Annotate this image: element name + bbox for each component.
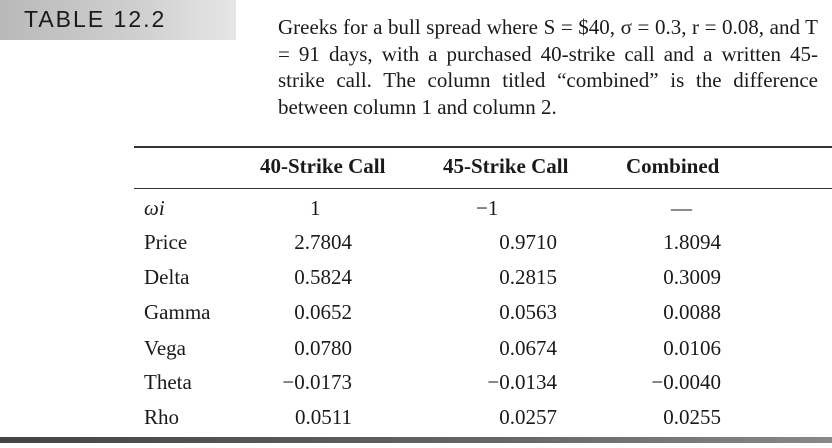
cell-combined: −0.0040 xyxy=(651,370,721,394)
cell-weight-combined: — xyxy=(671,196,692,220)
cell-combined: 1.8094 xyxy=(663,230,721,254)
cell-45-strike: 0.0257 xyxy=(499,405,557,429)
row-label: Delta xyxy=(144,265,190,289)
cell-combined: 0.0255 xyxy=(663,405,721,429)
cell-40-strike: −0.0173 xyxy=(282,370,352,394)
row-label: Vega xyxy=(144,336,186,360)
cell-combined: 0.0106 xyxy=(663,336,721,360)
cell-45-strike: 0.0563 xyxy=(499,300,557,324)
table-row: Price 2.7804 0.9710 1.8094 xyxy=(0,230,832,264)
table-number: TABLE 12.2 xyxy=(24,6,167,32)
cell-combined: 0.3009 xyxy=(663,265,721,289)
cell-40-strike: 0.5824 xyxy=(294,265,352,289)
column-header-40-strike: 40-Strike Call xyxy=(260,154,386,178)
table-bottom-rule xyxy=(0,437,832,443)
cell-40-strike: 0.0652 xyxy=(294,300,352,324)
cell-weight-40: 1 xyxy=(310,196,321,220)
row-label: Theta xyxy=(144,370,192,394)
cell-45-strike: −0.0134 xyxy=(487,370,557,394)
column-header-45-strike: 45-Strike Call xyxy=(443,154,569,178)
cell-45-strike: 0.9710 xyxy=(499,230,557,254)
cell-40-strike: 0.0511 xyxy=(295,405,352,429)
table-caption: Greeks for a bull spread where S = $40, … xyxy=(278,15,818,119)
cell-weight-45: −1 xyxy=(476,196,499,220)
cell-45-strike: 0.0674 xyxy=(499,336,557,360)
table-header-rule xyxy=(134,188,832,189)
row-label: Rho xyxy=(144,405,180,429)
table-row: Delta 0.5824 0.2815 0.3009 xyxy=(0,265,832,299)
row-label: Price xyxy=(144,230,188,254)
cell-40-strike: 2.7804 xyxy=(294,230,352,254)
table-label-banner: TABLE 12.2 xyxy=(0,0,236,40)
row-label: Gamma xyxy=(144,300,211,324)
table-top-rule xyxy=(134,146,832,148)
row-label-weight: ωi xyxy=(144,196,165,221)
table-row: Vega 0.0780 0.0674 0.0106 xyxy=(0,336,832,370)
omega-symbol: ωi xyxy=(144,196,165,220)
table-row: Gamma 0.0652 0.0563 0.0088 xyxy=(0,300,832,334)
column-header-combined: Combined xyxy=(626,154,720,178)
cell-45-strike: 0.2815 xyxy=(499,265,557,289)
table-row: Theta −0.0173 −0.0134 −0.0040 xyxy=(0,370,832,404)
cell-combined: 0.0088 xyxy=(663,300,721,324)
table-row-weights: ωi 1 −1 — xyxy=(0,196,832,230)
cell-40-strike: 0.0780 xyxy=(294,336,352,360)
table-row: Rho 0.0511 0.0257 0.0255 xyxy=(0,405,832,439)
